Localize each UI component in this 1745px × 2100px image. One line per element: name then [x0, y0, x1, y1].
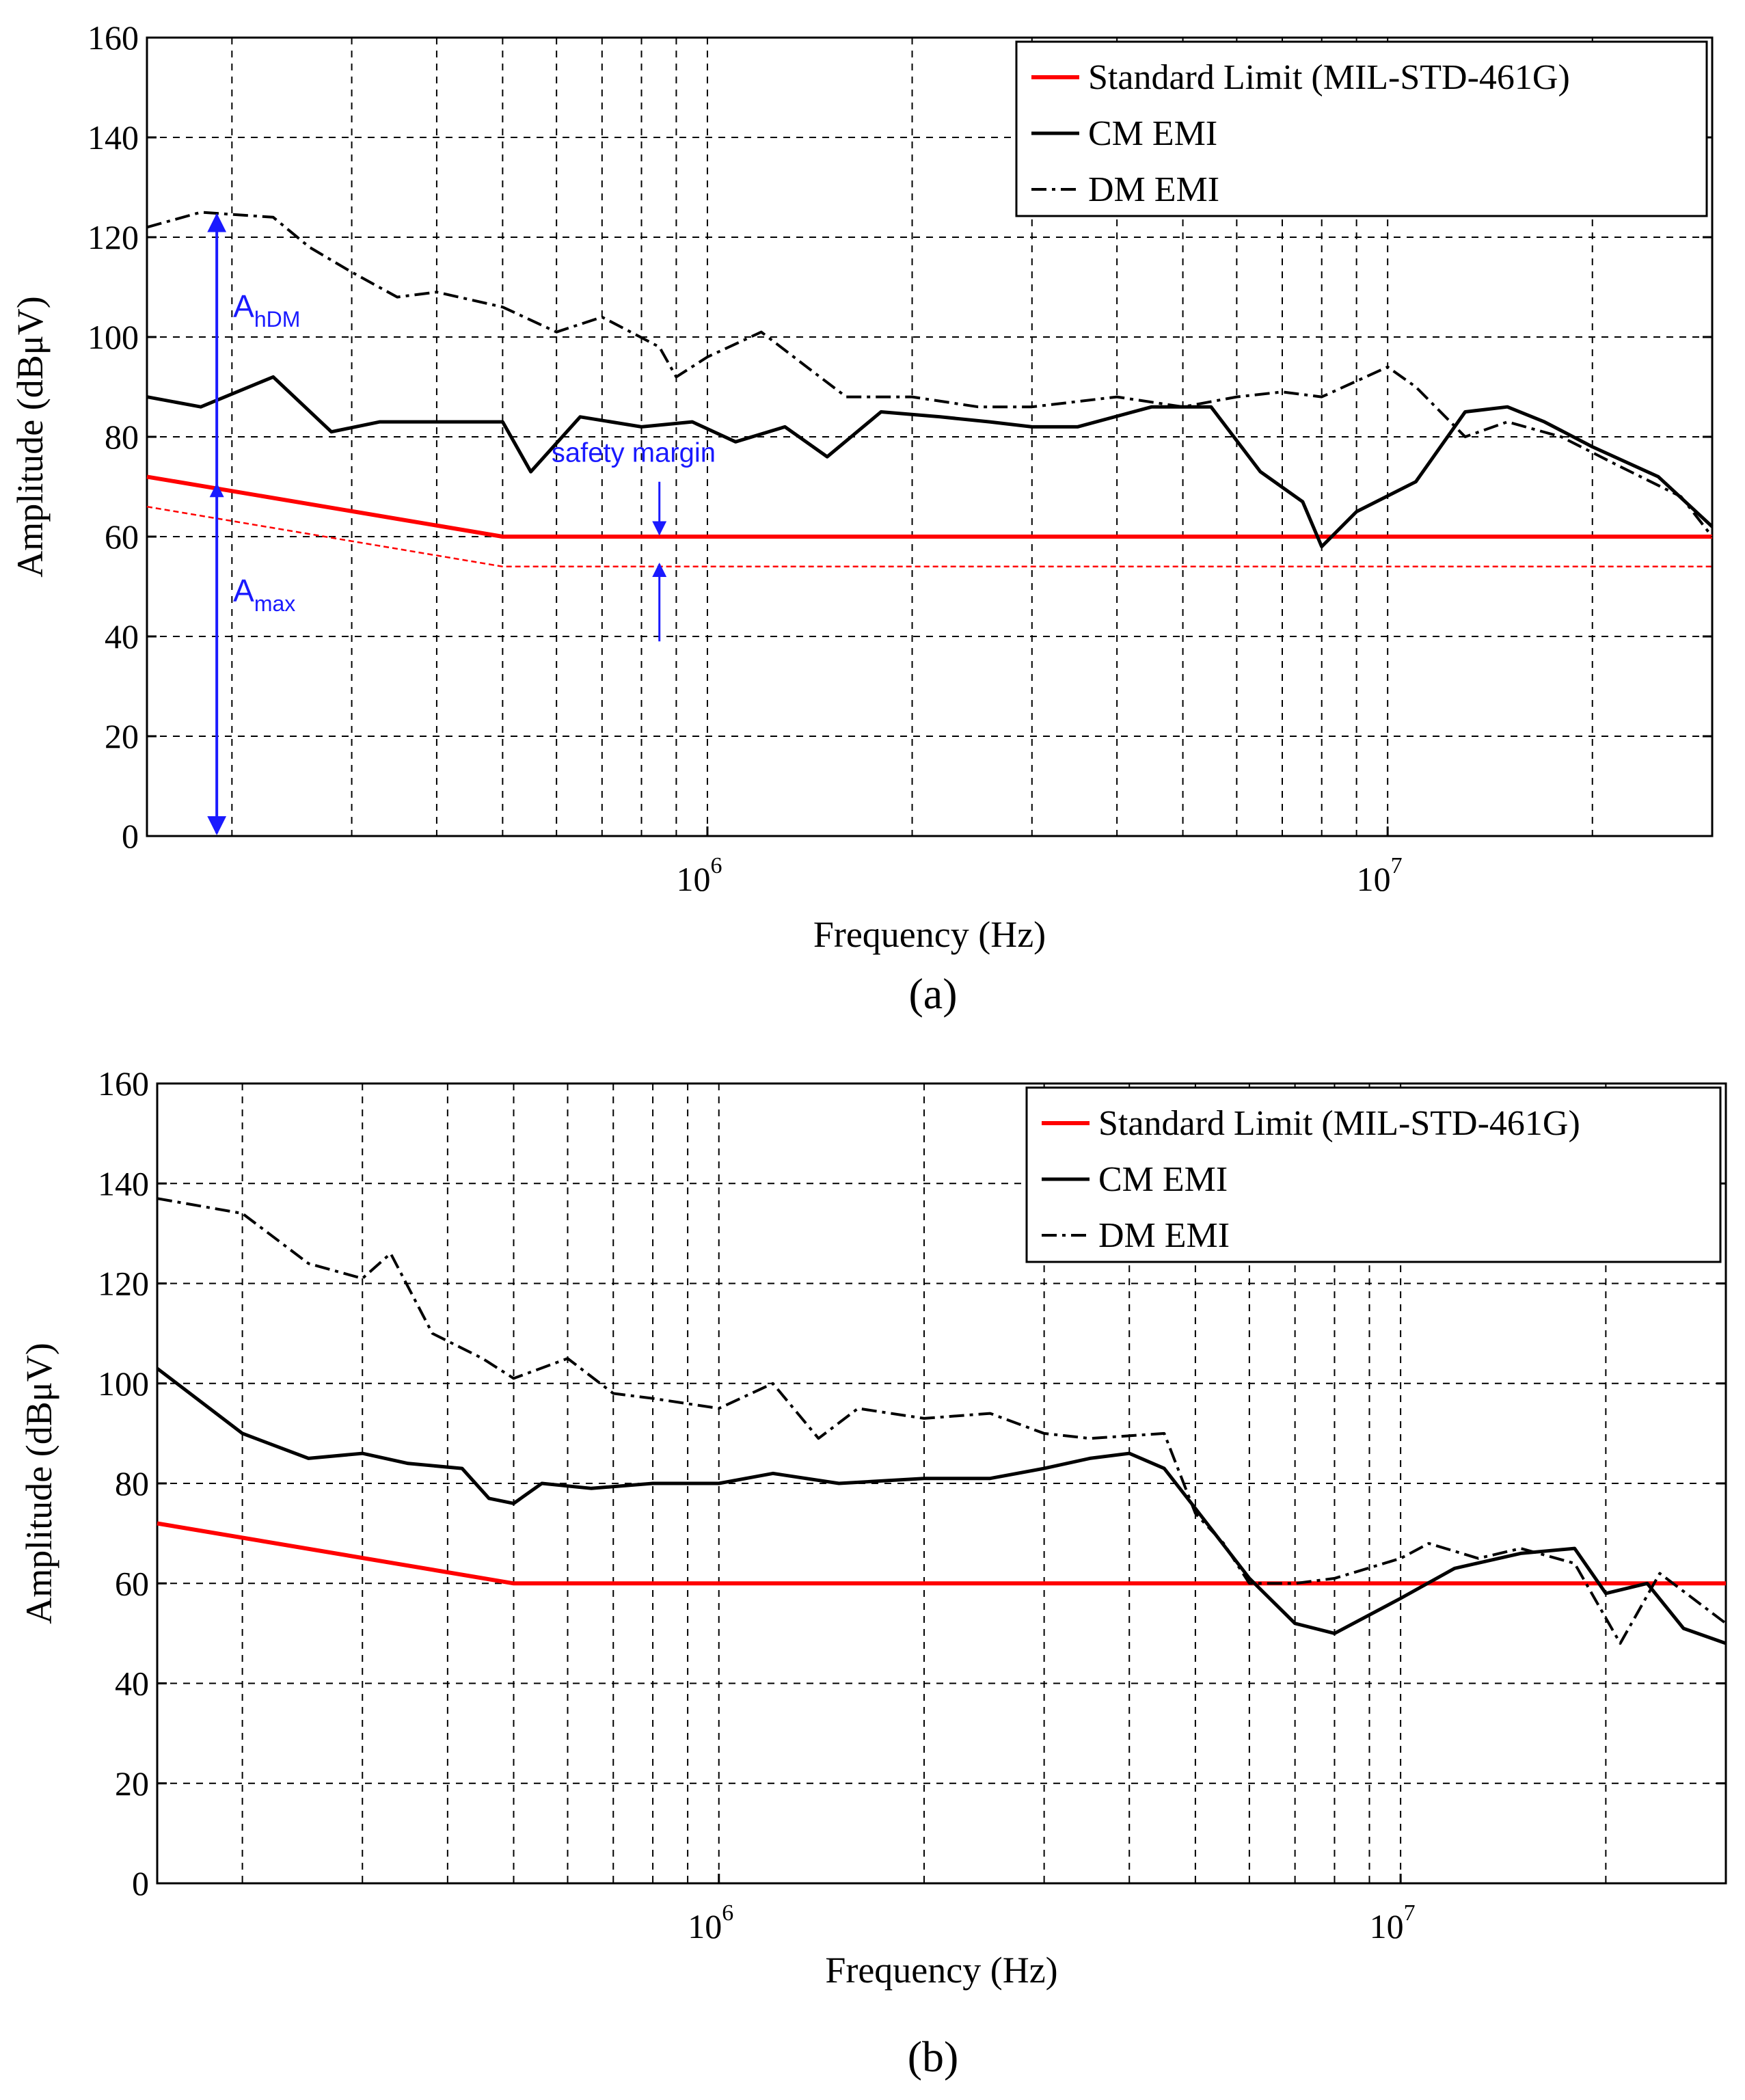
- x-tick-label: 107: [1370, 1900, 1416, 1946]
- legend-entry: DM EMI: [1088, 170, 1219, 209]
- a-max-base: A: [233, 573, 254, 608]
- legend-entry: CM EMI: [1098, 1160, 1228, 1199]
- x-tick-exp: 7: [1404, 1900, 1416, 1926]
- y-tick-label: 60: [115, 1564, 149, 1602]
- series-dm-emi-line: [146, 211, 1714, 538]
- y-tick-label: 80: [115, 1464, 149, 1503]
- y-tick-label: 20: [105, 717, 139, 755]
- y-tick-label: 100: [87, 318, 139, 356]
- a-hdm-sub: hDM: [254, 307, 301, 332]
- figure-caption: (a): [908, 969, 957, 1018]
- a-hdm-base: A: [233, 288, 254, 324]
- x-tick-label: 107: [1357, 853, 1403, 898]
- legend-box: [1025, 1086, 1722, 1263]
- a-max-sub: max: [254, 591, 295, 616]
- y-tick-label: 0: [132, 1864, 149, 1902]
- y-axis-label: Amplitude (dBμV): [10, 296, 51, 577]
- plot-frame: [156, 1082, 1727, 1885]
- series-cm-emi-line: [156, 1367, 1727, 1645]
- a-max-label: Amax: [233, 573, 295, 616]
- y-tick-label: 40: [115, 1665, 149, 1703]
- y-tick-label: 140: [98, 1164, 149, 1202]
- legend-entry: CM EMI: [1088, 114, 1217, 153]
- x-axis-label: Frequency (Hz): [813, 914, 1046, 955]
- series-dm-emi-line: [157, 1197, 1727, 1645]
- x-tick-base: 10: [1357, 860, 1391, 898]
- legend: Standard Limit (MIL-STD-461G) CM EMI DM EM…: [1025, 1086, 1722, 1263]
- x-tick-label: 106: [688, 1900, 733, 1946]
- x-tick-base: 10: [1370, 1907, 1404, 1946]
- series-safety-margin-line-line: [146, 505, 1712, 568]
- series-standard-limit-mil-std-461g-line: [157, 1521, 1726, 1586]
- x-tick-base: 10: [688, 1907, 722, 1946]
- y-tick-label: 120: [98, 1265, 149, 1303]
- y-tick-label: 160: [98, 1064, 149, 1103]
- legend-entry: DM EMI: [1098, 1216, 1230, 1255]
- safety-margin-label: safety margin: [552, 438, 716, 468]
- y-tick-label: 80: [105, 418, 139, 456]
- y-tick-label: 160: [87, 18, 139, 57]
- x-tick-base: 10: [676, 860, 710, 898]
- figure-caption: (b): [908, 2032, 959, 2081]
- x-tick-exp: 6: [722, 1900, 733, 1926]
- series-group: [146, 211, 1714, 568]
- legend-entry: Standard Limit (MIL-STD-461G): [1088, 58, 1570, 97]
- y-tick-label: 120: [87, 218, 139, 256]
- y-tick-label: 40: [105, 617, 139, 656]
- plot-frame: [146, 36, 1714, 837]
- x-tick-label: 106: [676, 853, 722, 898]
- x-axis-label: Frequency (Hz): [825, 1950, 1057, 1991]
- series-group: [156, 1197, 1727, 1645]
- y-tick-label: 140: [87, 118, 139, 157]
- legend-box: [1015, 40, 1708, 217]
- y-axis-label: Amplitude (dBμV): [18, 1343, 59, 1624]
- legend: Standard Limit (MIL-STD-461G) CM EMI DM EM…: [1015, 40, 1708, 217]
- a-hdm-label: AhDM: [233, 288, 300, 332]
- y-tick-label: 0: [122, 817, 139, 855]
- y-tick-label: 60: [105, 517, 139, 556]
- y-tick-label: 20: [115, 1764, 149, 1803]
- x-tick-exp: 6: [710, 853, 722, 878]
- series-standard-limit-mil-std-461g-line: [146, 474, 1712, 539]
- series-cm-emi-line: [146, 375, 1714, 549]
- legend-entry: Standard Limit (MIL-STD-461G): [1098, 1104, 1580, 1143]
- y-tick-label: 100: [98, 1364, 149, 1403]
- x-tick-exp: 7: [1391, 853, 1403, 878]
